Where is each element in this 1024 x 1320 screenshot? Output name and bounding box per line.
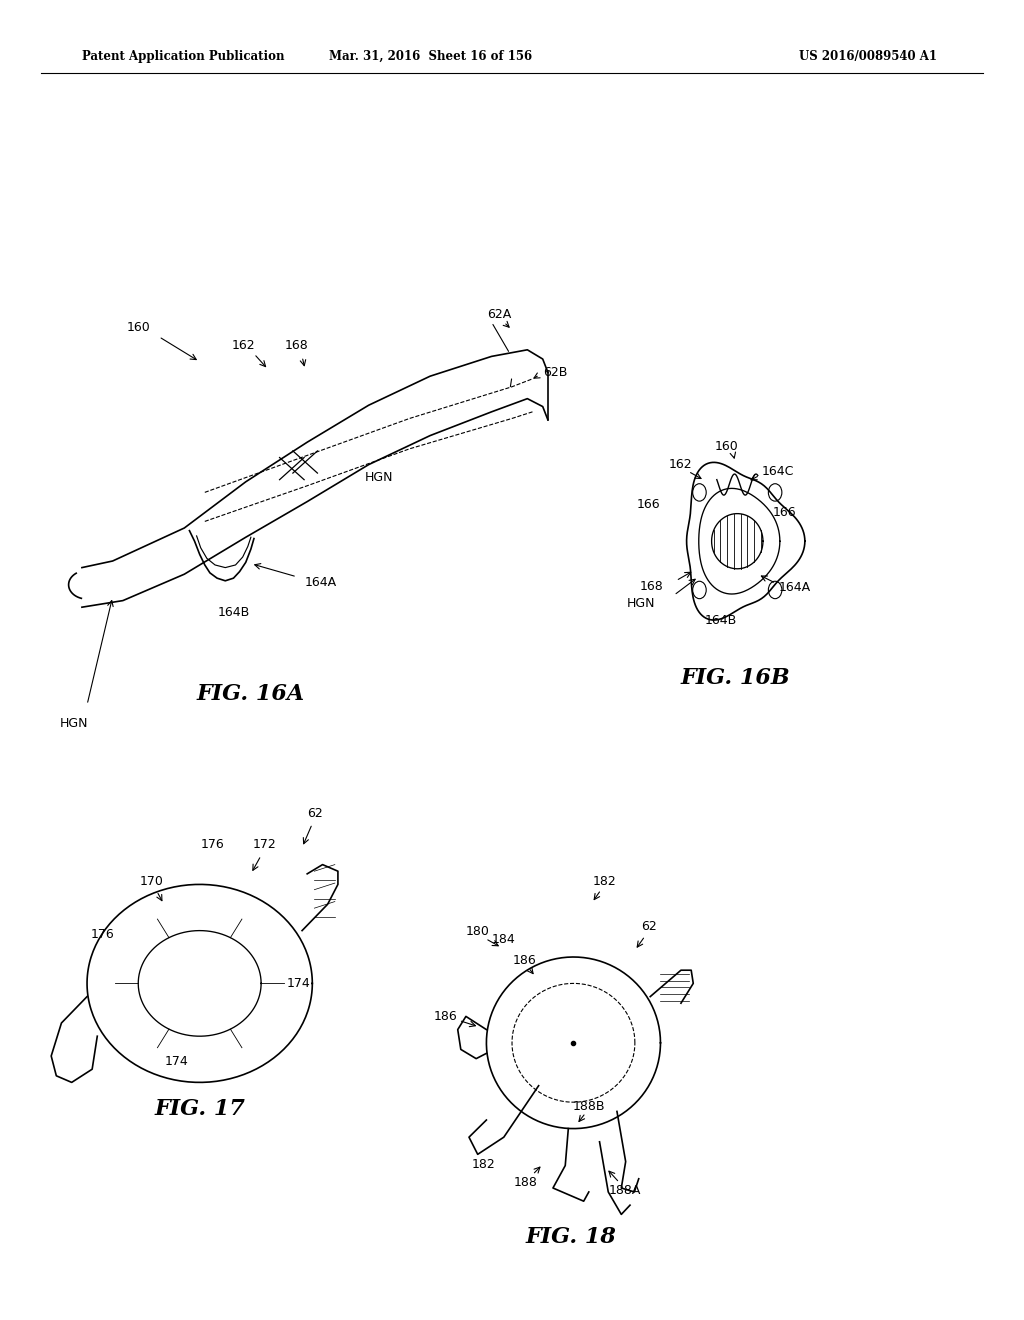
Text: 188: 188 (513, 1176, 538, 1189)
Text: 62A: 62A (487, 308, 512, 321)
Text: 188B: 188B (572, 1100, 605, 1113)
Text: 184: 184 (492, 933, 516, 946)
Text: 164A: 164A (305, 576, 337, 589)
Text: 186: 186 (512, 954, 537, 968)
Text: 174: 174 (287, 977, 311, 990)
Text: 166: 166 (637, 498, 660, 511)
Text: HGN: HGN (59, 717, 88, 730)
Text: 182: 182 (471, 1158, 496, 1171)
Text: 164A: 164A (778, 581, 810, 594)
Text: 164C: 164C (762, 465, 795, 478)
Text: 62: 62 (307, 807, 324, 820)
Text: 180: 180 (465, 925, 489, 939)
Text: 62B: 62B (543, 366, 567, 379)
Text: 170: 170 (139, 875, 164, 888)
Text: 168: 168 (285, 339, 309, 352)
Text: 164B: 164B (705, 614, 737, 627)
Text: 162: 162 (669, 458, 693, 471)
Text: 176: 176 (201, 838, 225, 851)
Text: 186: 186 (433, 1010, 458, 1023)
Text: US 2016/0089540 A1: US 2016/0089540 A1 (799, 50, 937, 63)
Text: 176: 176 (90, 928, 115, 941)
Text: FIG. 16A: FIG. 16A (197, 682, 305, 705)
Text: 174: 174 (164, 1055, 188, 1068)
Text: 188A: 188A (608, 1184, 641, 1197)
Text: 182: 182 (592, 875, 616, 888)
Text: 162: 162 (231, 339, 256, 352)
Text: 172: 172 (252, 838, 276, 851)
Text: 160: 160 (715, 440, 739, 453)
Text: 164B: 164B (217, 606, 250, 619)
Text: 160: 160 (126, 321, 151, 334)
Text: FIG. 16B: FIG. 16B (680, 667, 791, 689)
Text: HGN: HGN (627, 597, 655, 610)
Text: HGN: HGN (365, 471, 393, 484)
Text: 168: 168 (640, 579, 664, 593)
Text: Mar. 31, 2016  Sheet 16 of 156: Mar. 31, 2016 Sheet 16 of 156 (329, 50, 531, 63)
Text: FIG. 18: FIG. 18 (526, 1226, 616, 1249)
Text: 62: 62 (641, 920, 657, 933)
Text: 166: 166 (773, 506, 797, 519)
Text: FIG. 17: FIG. 17 (155, 1098, 245, 1121)
Text: Patent Application Publication: Patent Application Publication (82, 50, 285, 63)
